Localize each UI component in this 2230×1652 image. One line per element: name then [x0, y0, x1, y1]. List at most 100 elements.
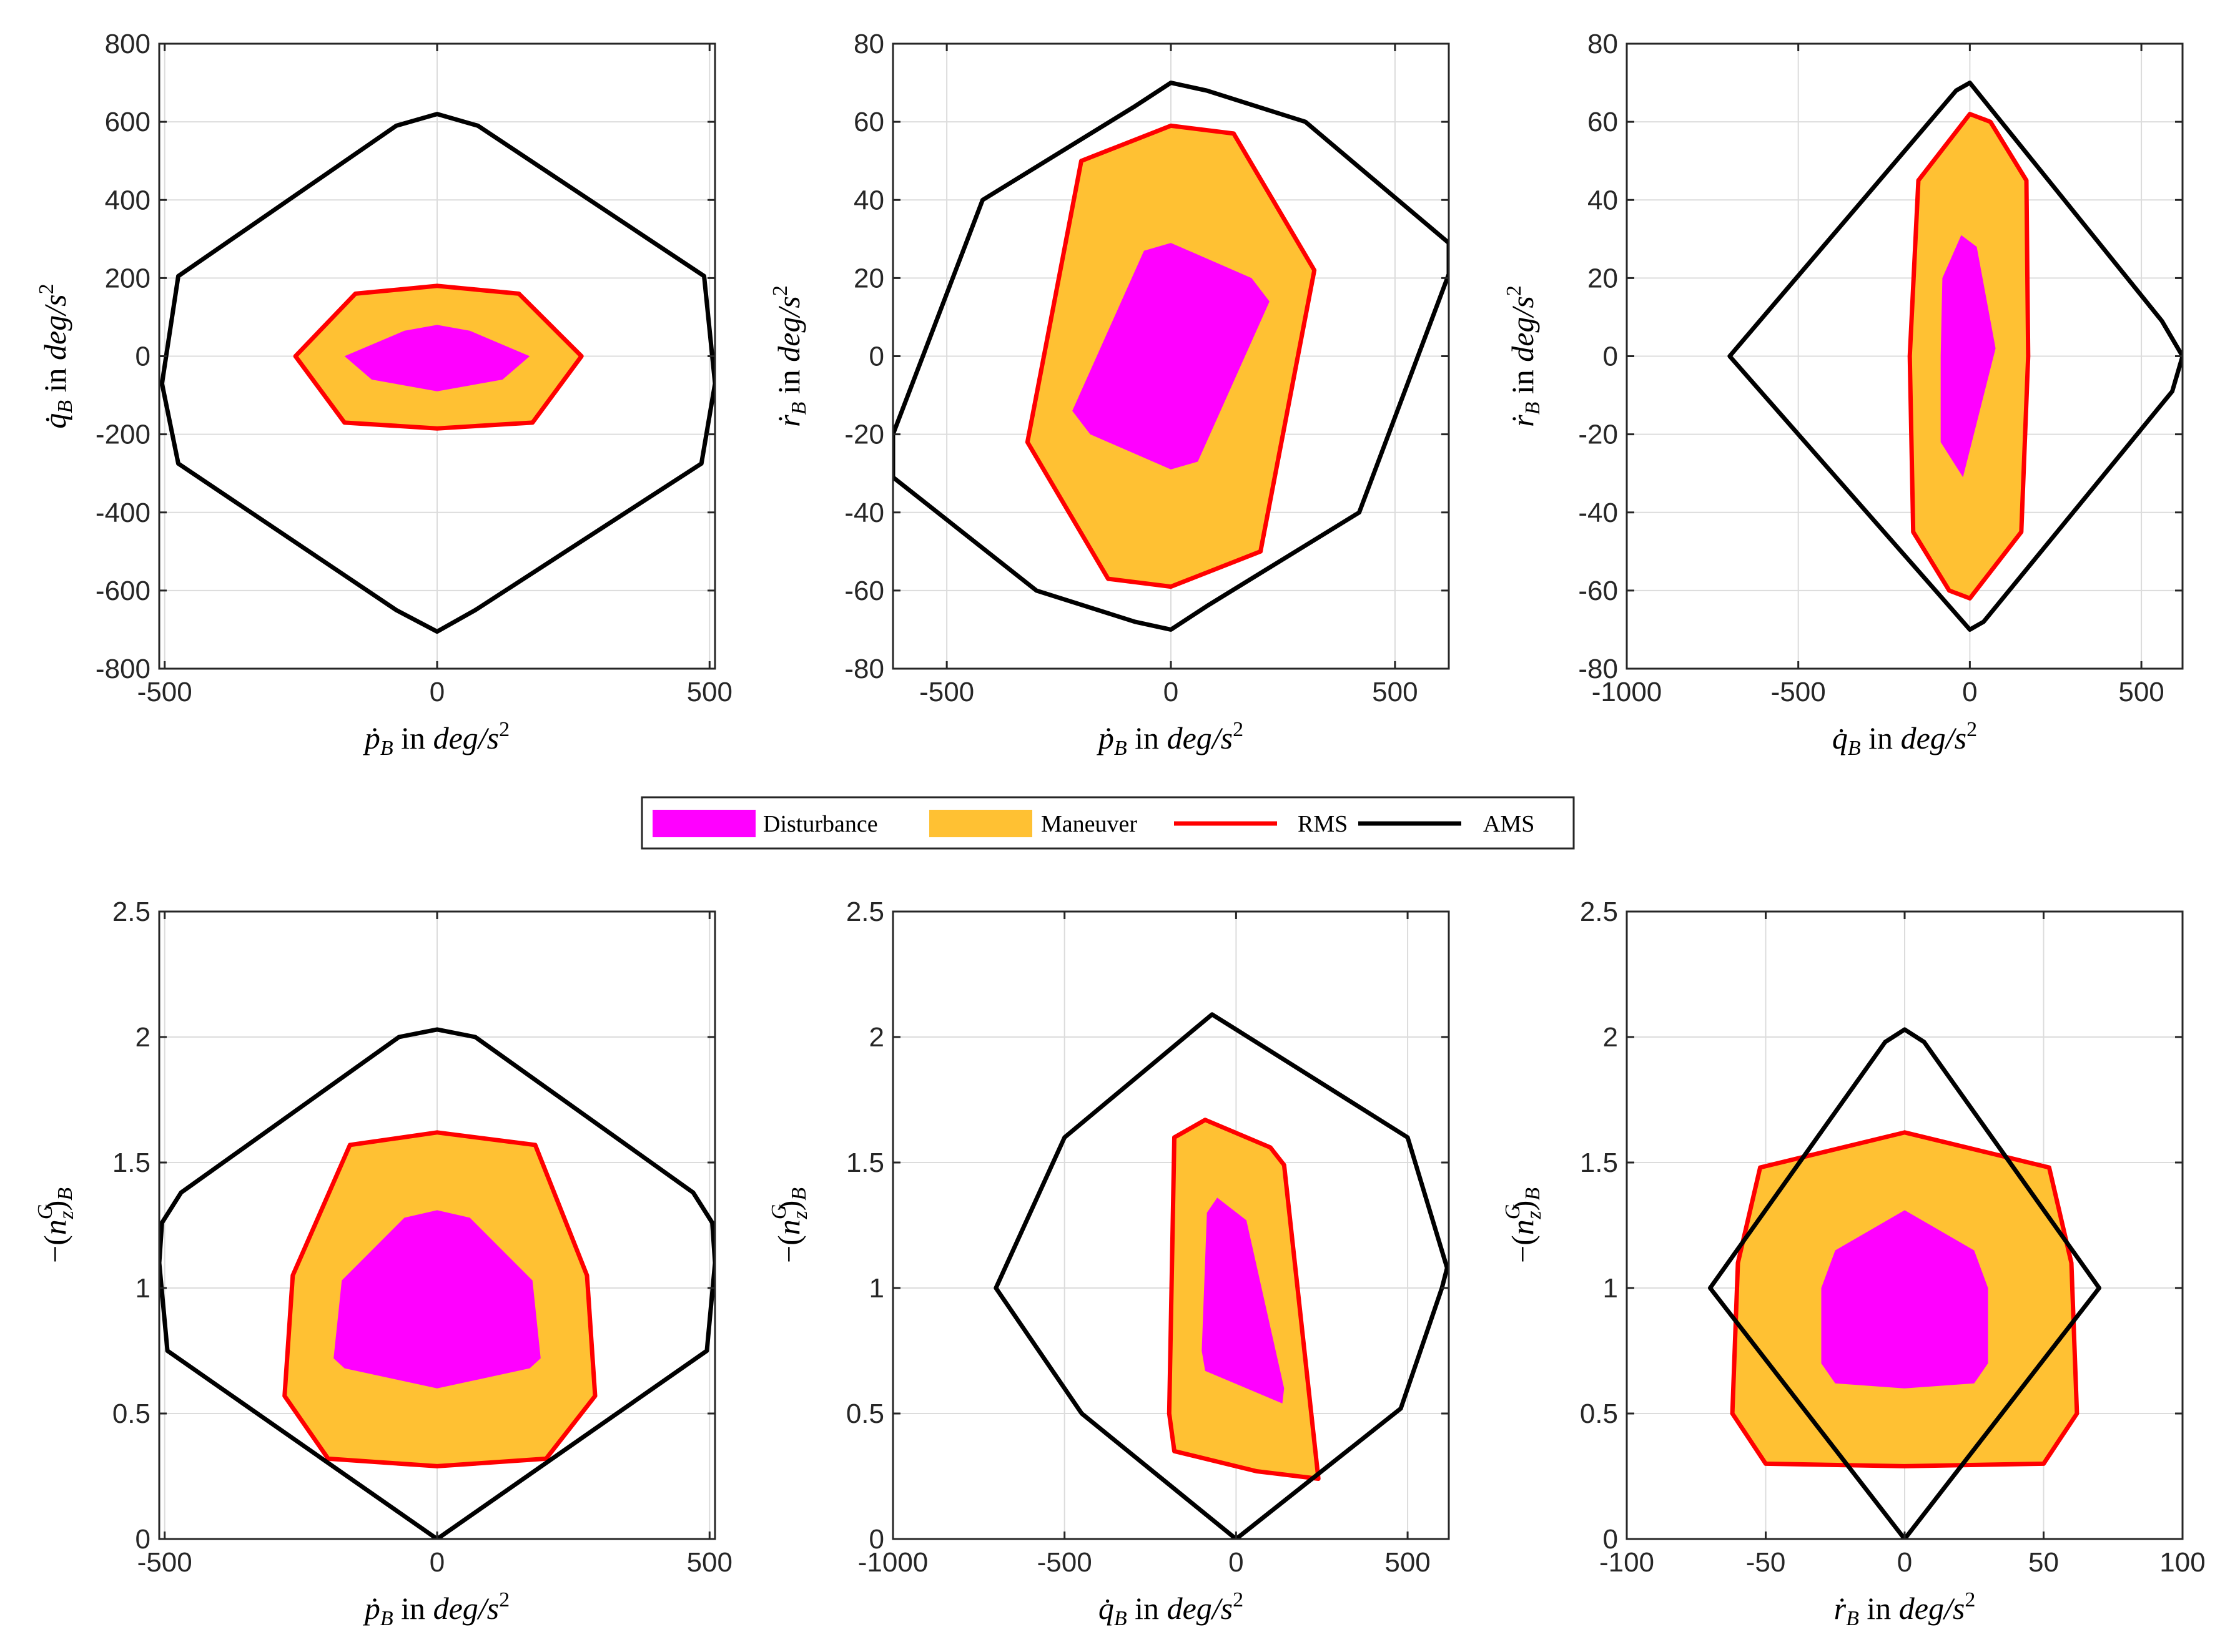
x-tick-label: 0 — [1897, 1547, 1912, 1578]
axes-box — [892, 910, 1450, 1540]
y-tick-label: -600 — [96, 576, 150, 606]
x-tick-label: 0 — [1163, 677, 1178, 707]
disturbance-region — [1940, 235, 1996, 478]
disturbance-region — [1201, 1197, 1285, 1404]
y-tick-label: 2.5 — [1580, 897, 1618, 927]
x-tick-label: -500 — [919, 677, 974, 707]
x-tick-label: -500 — [1771, 677, 1826, 707]
rms-boundary — [282, 1130, 598, 1468]
y-tick-label: 60 — [854, 107, 884, 137]
chart-top-middle: -500 0 500 -80 -60 -40 -20 0 20 40 60 80 ṗB in deg/s… — [769, 29, 1450, 760]
x-tick-label: -1000 — [1592, 677, 1662, 707]
y-tick-label: 800 — [105, 29, 150, 59]
x-tick-label: -50 — [1746, 1547, 1786, 1578]
ams-boundary — [893, 81, 1449, 632]
y-tick-label: 40 — [1587, 185, 1618, 215]
y-tick-label: 400 — [105, 185, 150, 215]
y-tick-label: 0.5 — [1580, 1399, 1618, 1429]
y-axis-label: −(nGz)B — [767, 1187, 812, 1263]
x-tick-label: 500 — [687, 677, 733, 707]
y-tick-label: 0 — [136, 342, 150, 372]
ams-boundary — [159, 1027, 715, 1539]
plot-area — [893, 81, 1449, 632]
y-tick-label: 0 — [136, 1524, 150, 1555]
y-tick-label: 2.5 — [846, 897, 884, 927]
x-axis-label: ṗB in deg/s2 — [363, 1588, 510, 1630]
rms-boundary — [1167, 1118, 1321, 1481]
y-tick-label: -60 — [844, 576, 884, 606]
y-tick-label: 0.5 — [112, 1399, 150, 1429]
y-tick-label: 2 — [869, 1022, 884, 1053]
plot-area — [159, 1027, 715, 1539]
y-axis-label: −(nGz)B — [1501, 1187, 1546, 1263]
legend-swatch-maneuver — [929, 810, 1032, 837]
legend-label-rms: RMS — [1298, 811, 1348, 837]
y-tick-label: -80 — [844, 654, 884, 684]
y-tick-label: -800 — [96, 654, 150, 684]
legend: Disturbance Maneuver RMS AMS — [641, 796, 1575, 850]
y-tick-label: -40 — [844, 498, 884, 528]
y-tick-label: 200 — [105, 263, 150, 293]
disturbance-region — [1072, 243, 1270, 470]
y-tick-label: 0.5 — [846, 1399, 884, 1429]
y-tick-label: -60 — [1578, 576, 1618, 606]
rms-boundary — [1025, 123, 1317, 589]
rms-boundary — [1907, 112, 2031, 601]
x-tick-label: -500 — [137, 1547, 192, 1578]
y-axis-label: q̇B in deg/s2 — [35, 283, 77, 428]
disturbance-region — [1821, 1210, 1988, 1389]
y-tick-label: 0 — [869, 342, 884, 372]
y-tick-label: 80 — [1587, 29, 1618, 59]
y-tick-label: 20 — [1587, 263, 1618, 293]
x-axis-label: q̇B in deg/s2 — [1098, 1588, 1243, 1630]
x-tick-label: 0 — [1228, 1547, 1243, 1578]
x-axis-label: q̇B in deg/s2 — [1832, 718, 1977, 760]
y-tick-label: 0 — [1603, 342, 1618, 372]
y-tick-label: 2.5 — [112, 897, 150, 927]
plot-area — [1727, 81, 2183, 632]
x-tick-label: 0 — [430, 677, 445, 707]
y-tick-label: 20 — [854, 263, 884, 293]
y-tick-label: -80 — [1578, 654, 1618, 684]
x-axis-label: ṙB in deg/s2 — [1834, 1588, 1976, 1630]
x-tick-label: 0 — [430, 1547, 445, 1578]
ams-boundary — [159, 112, 715, 634]
y-axis-label: ṙB in deg/s2 — [1502, 285, 1544, 427]
chart-top-right: -1000 -500 0 500 -80 -60 -40 -20 0 20 40 60 80 q̇B in… — [1502, 29, 2184, 760]
y-tick-label: 1.5 — [846, 1148, 884, 1178]
chart-bottom-middle: -1000 -500 0 500 0 0.5 1 1.5 2 2.5 q̇B in deg/s2 −(… — [767, 897, 1450, 1630]
y-tick-label: 60 — [1587, 107, 1618, 137]
y-tick-label: 1.5 — [112, 1148, 150, 1178]
y-tick-label: 40 — [854, 185, 884, 215]
y-tick-label: 2 — [136, 1022, 150, 1053]
x-tick-label: -500 — [1037, 1547, 1092, 1578]
y-tick-label: 1 — [869, 1273, 884, 1304]
legend-swatch-disturbance — [653, 810, 756, 837]
legend-label-disturbance: Disturbance — [763, 811, 878, 837]
y-tick-label: 600 — [105, 107, 150, 137]
plot-area — [994, 1012, 1449, 1539]
chart-bottom-right: -100 -50 0 50 100 0 0.5 1 1.5 2 2.5 ṙB in deg/s2 −(n… — [1501, 897, 2206, 1630]
disturbance-region — [344, 325, 530, 391]
x-tick-label: 500 — [2118, 677, 2164, 707]
x-tick-label: -100 — [1599, 1547, 1654, 1578]
y-tick-label: -20 — [1578, 420, 1618, 450]
x-tick-label: 500 — [1384, 1547, 1430, 1578]
x-tick-label: 500 — [687, 1547, 733, 1578]
ams-boundary — [1708, 1027, 2101, 1539]
ams-boundary — [994, 1012, 1449, 1539]
y-tick-label: -20 — [844, 420, 884, 450]
y-axis-label: −(nGz)B — [34, 1187, 78, 1263]
y-tick-label: 80 — [854, 29, 884, 59]
legend-label-ams: AMS — [1483, 811, 1534, 837]
plot-area — [159, 112, 715, 634]
legend-label-maneuver: Maneuver — [1041, 811, 1137, 837]
y-tick-label: -40 — [1578, 498, 1618, 528]
rms-boundary — [1730, 1130, 2080, 1468]
disturbance-region — [333, 1210, 541, 1389]
y-axis-label: ṙB in deg/s2 — [769, 285, 811, 427]
ams-boundary — [1727, 81, 2183, 632]
y-tick-label: 1.5 — [1580, 1148, 1618, 1178]
